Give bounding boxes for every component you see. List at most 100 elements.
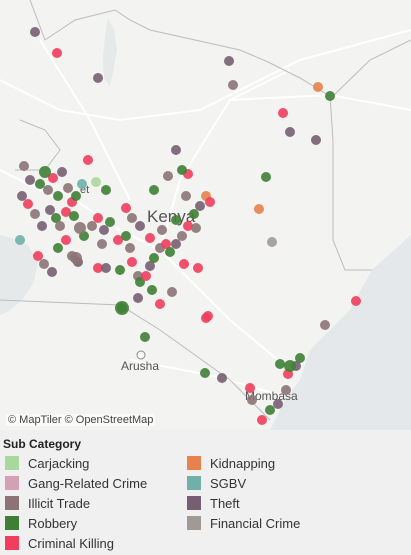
incident-marker[interactable]: [25, 175, 35, 185]
incident-marker[interactable]: [99, 225, 109, 235]
incident-marker[interactable]: [115, 265, 125, 275]
incident-marker[interactable]: [71, 191, 81, 201]
incident-marker[interactable]: [55, 221, 65, 231]
incident-marker[interactable]: [121, 203, 131, 213]
incident-marker[interactable]: [245, 383, 255, 393]
incident-marker[interactable]: [74, 222, 86, 234]
incident-marker[interactable]: [284, 360, 296, 372]
incident-marker[interactable]: [254, 204, 264, 214]
incident-marker[interactable]: [161, 239, 171, 249]
incident-marker[interactable]: [278, 108, 288, 118]
incident-marker[interactable]: [35, 179, 45, 189]
incident-marker[interactable]: [69, 211, 79, 221]
incident-marker[interactable]: [295, 353, 305, 363]
legend-item-kidnapping[interactable]: Kidnapping: [187, 454, 275, 472]
incident-marker[interactable]: [177, 165, 187, 175]
incident-marker[interactable]: [93, 263, 103, 273]
incident-marker[interactable]: [145, 233, 155, 243]
incident-marker[interactable]: [39, 166, 51, 178]
incident-marker[interactable]: [121, 231, 131, 241]
incident-marker[interactable]: [45, 205, 55, 215]
incident-marker[interactable]: [101, 263, 111, 273]
incident-marker[interactable]: [257, 415, 267, 425]
incident-marker[interactable]: [165, 247, 175, 257]
map-attribution[interactable]: © MapTiler © OpenStreetMap: [6, 414, 156, 426]
incident-marker[interactable]: [183, 221, 193, 231]
incident-marker[interactable]: [147, 285, 157, 295]
incident-marker[interactable]: [140, 332, 150, 342]
legend-item-criminal-killing[interactable]: Criminal Killing: [5, 534, 114, 552]
incident-marker[interactable]: [135, 221, 145, 231]
incident-marker[interactable]: [224, 56, 234, 66]
incident-marker[interactable]: [155, 299, 165, 309]
incident-marker[interactable]: [61, 235, 71, 245]
incident-marker[interactable]: [281, 385, 291, 395]
incident-marker[interactable]: [275, 359, 285, 369]
incident-marker[interactable]: [351, 296, 361, 306]
incident-marker[interactable]: [205, 197, 215, 207]
incident-marker[interactable]: [70, 252, 82, 264]
legend-item-gang-related-crime[interactable]: Gang-Related Crime: [5, 474, 147, 492]
incident-marker[interactable]: [265, 405, 275, 415]
incident-marker[interactable]: [115, 301, 129, 315]
incident-marker[interactable]: [273, 399, 283, 409]
incident-marker[interactable]: [163, 171, 173, 181]
incident-marker[interactable]: [77, 179, 87, 189]
incident-marker[interactable]: [267, 237, 277, 247]
incident-marker[interactable]: [191, 223, 201, 233]
legend-item-robbery[interactable]: Robbery: [5, 514, 77, 532]
legend-item-carjacking[interactable]: Carjacking: [5, 454, 89, 472]
incident-marker[interactable]: [91, 177, 101, 187]
incident-marker[interactable]: [195, 201, 205, 211]
incident-marker[interactable]: [37, 221, 47, 231]
incident-marker[interactable]: [179, 259, 189, 269]
incident-marker[interactable]: [23, 199, 33, 209]
incident-marker[interactable]: [113, 235, 123, 245]
legend-item-financial-crime[interactable]: Financial Crime: [187, 514, 300, 532]
incident-marker[interactable]: [15, 235, 25, 245]
incident-marker[interactable]: [53, 191, 63, 201]
incident-marker[interactable]: [320, 320, 330, 330]
incident-marker[interactable]: [127, 257, 137, 267]
incident-marker[interactable]: [133, 293, 143, 303]
incident-marker[interactable]: [247, 395, 257, 405]
incident-marker[interactable]: [125, 243, 135, 253]
incident-marker[interactable]: [261, 172, 271, 182]
incident-marker[interactable]: [167, 287, 177, 297]
incident-marker[interactable]: [171, 145, 181, 155]
incident-marker[interactable]: [47, 267, 57, 277]
incident-marker[interactable]: [313, 82, 323, 92]
incident-marker[interactable]: [157, 225, 167, 235]
legend-item-sgbv[interactable]: SGBV: [187, 474, 246, 492]
incident-marker[interactable]: [57, 167, 67, 177]
incident-marker[interactable]: [200, 368, 210, 378]
incident-marker[interactable]: [30, 27, 40, 37]
incident-marker[interactable]: [87, 221, 97, 231]
incident-marker[interactable]: [52, 48, 62, 58]
incident-marker[interactable]: [93, 213, 103, 223]
incident-marker[interactable]: [181, 191, 191, 201]
incident-marker[interactable]: [149, 185, 159, 195]
incident-marker[interactable]: [93, 73, 103, 83]
incident-marker[interactable]: [105, 217, 115, 227]
incident-marker[interactable]: [63, 183, 73, 193]
incident-marker[interactable]: [177, 231, 187, 241]
incident-marker[interactable]: [145, 261, 155, 271]
incident-marker[interactable]: [51, 213, 61, 223]
incident-marker[interactable]: [30, 209, 40, 219]
incident-marker[interactable]: [39, 259, 49, 269]
incident-marker[interactable]: [61, 207, 71, 217]
incident-marker[interactable]: [325, 91, 335, 101]
incident-marker[interactable]: [201, 313, 211, 323]
incident-marker[interactable]: [127, 213, 137, 223]
incident-marker[interactable]: [43, 185, 53, 195]
incident-marker[interactable]: [97, 239, 107, 249]
incident-marker[interactable]: [48, 173, 58, 183]
incident-marker[interactable]: [285, 127, 295, 137]
legend-item-illicit-trade[interactable]: Illicit Trade: [5, 494, 90, 512]
incident-marker[interactable]: [193, 263, 203, 273]
incident-marker[interactable]: [101, 185, 111, 195]
incident-marker[interactable]: [217, 373, 227, 383]
incident-marker[interactable]: [83, 155, 93, 165]
incident-marker[interactable]: [228, 80, 238, 90]
